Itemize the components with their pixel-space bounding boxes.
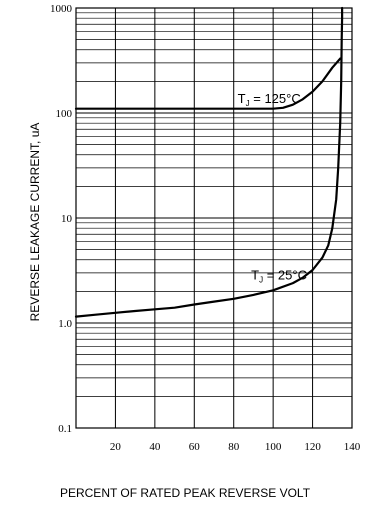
x-tick-label: 100 [265,441,282,453]
y-tick-label: 0.1 [58,423,72,435]
x-tick-label: 140 [344,441,361,453]
data-series [74,6,344,318]
y-tick-label: 1000 [50,3,73,15]
y-axis-label: REVERSE LEAKAGE CURRENT, uA [28,123,42,322]
x-tick-label: 80 [228,441,240,453]
plot-frame [75,7,353,429]
y-tick-label: 1.0 [58,318,72,330]
x-tick-label: 60 [189,441,201,453]
series-label-1: TJ = 125°C [238,91,301,108]
x-tick-label: 20 [110,441,122,453]
x-axis-label: PERCENT OF RATED PEAK REVERSE VOLT [60,486,311,500]
x-tick-label: 120 [304,441,321,453]
series-label-2: TJ = 25°C [251,267,307,284]
y-axis-ticks: 0.1 1.0 10 100 1000 [50,3,73,435]
grid-lines [76,8,352,428]
y-tick-label: 100 [56,108,73,120]
series-line-1 [74,57,342,110]
series-annotations: TJ = 125°C TJ = 25°C [238,91,307,285]
x-tick-label: 40 [149,441,161,453]
series-line-2 [74,6,344,318]
x-axis-ticks: 20 40 60 80 100 120 140 [110,441,361,453]
y-tick-label: 10 [61,213,73,225]
